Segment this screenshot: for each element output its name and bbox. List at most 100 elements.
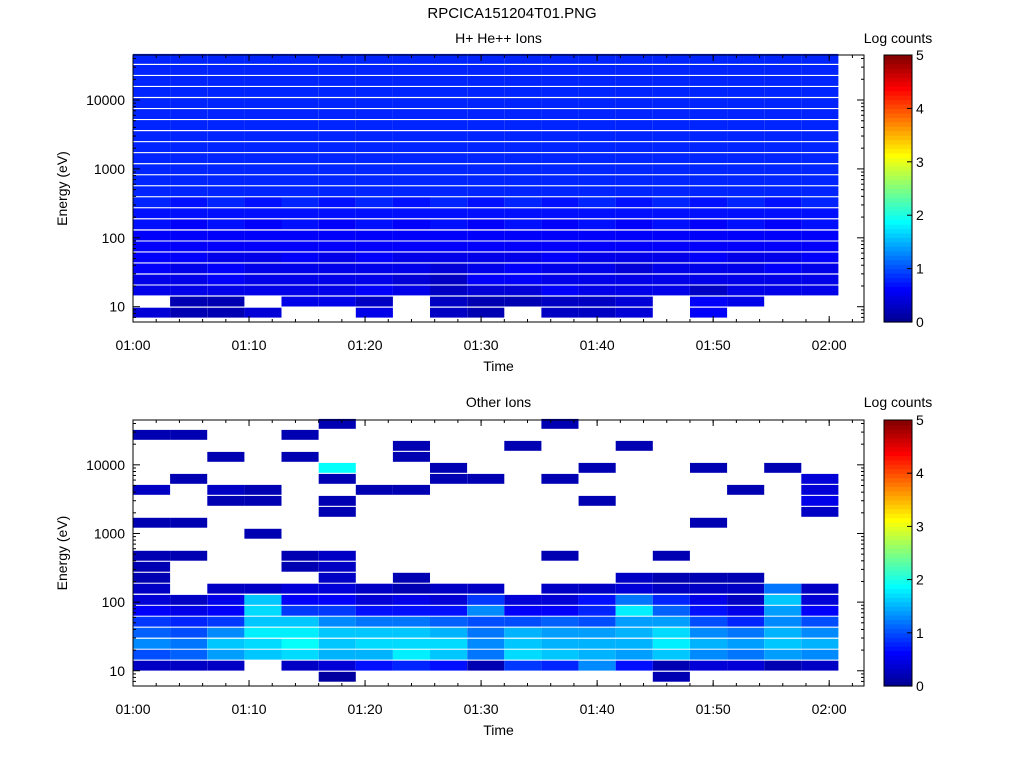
y-tick-label: 1000 — [94, 161, 125, 177]
heatmap-cell — [801, 649, 839, 660]
heatmap-cell — [207, 638, 245, 649]
colorbar-segment — [884, 619, 912, 625]
heatmap-cell — [467, 120, 505, 130]
heatmap-cell — [207, 241, 245, 252]
heatmap-cell — [133, 219, 171, 230]
heatmap-cell — [541, 53, 579, 64]
colorbar-segment — [884, 539, 912, 545]
heatmap-cell — [467, 109, 505, 119]
heatmap-cell — [392, 484, 430, 495]
colorbar-segment — [884, 446, 912, 452]
heatmap-cell — [690, 517, 728, 528]
heatmap-cell — [541, 594, 579, 605]
heatmap-cell — [207, 219, 245, 230]
heatmap-cell — [170, 429, 208, 440]
heatmap-cell — [764, 230, 802, 241]
colorbar-segment — [884, 477, 912, 483]
heatmap-cell — [764, 583, 802, 594]
colorbar-segment — [884, 641, 912, 647]
colorbar-segment — [884, 606, 912, 612]
heatmap-cell — [207, 65, 245, 75]
heatmap-cell — [430, 87, 468, 97]
heatmap-cell — [541, 87, 579, 97]
heatmap-cell — [318, 98, 356, 108]
colorbar-segment — [884, 632, 912, 638]
heatmap-cell — [170, 285, 208, 296]
heatmap-cell — [244, 175, 282, 186]
heatmap-cell — [690, 241, 728, 252]
heatmap-cell — [467, 153, 505, 164]
heatmap-cell — [281, 274, 319, 285]
heatmap-cell — [615, 164, 653, 175]
heatmap-cell — [541, 274, 579, 285]
heatmap-cell — [392, 109, 430, 119]
colorbar-segment — [884, 544, 912, 550]
colorbar-tick-label: 0 — [916, 678, 924, 694]
colorbar-segment — [884, 659, 912, 665]
heatmap-cell — [355, 594, 393, 605]
colorbar-segment — [884, 63, 912, 69]
heatmap-cell — [578, 495, 616, 506]
heatmap-cell — [430, 660, 468, 671]
colorbar-segment — [884, 637, 912, 643]
heatmap-cell — [133, 429, 171, 440]
heatmap-cell — [244, 649, 282, 660]
heatmap-cell — [504, 263, 542, 274]
heatmap-cell — [504, 120, 542, 130]
heatmap-cell — [355, 230, 393, 241]
heatmap-cell — [541, 649, 579, 660]
colorbar-segment — [884, 553, 912, 559]
heatmap-cell — [355, 98, 393, 108]
heatmap-cell — [281, 594, 319, 605]
colorbar-segment — [884, 299, 912, 305]
colorbar-segment — [884, 188, 912, 194]
heatmap-cell — [467, 175, 505, 186]
heatmap-cell — [727, 605, 765, 616]
heatmap-cell — [690, 164, 728, 175]
heatmap-cell — [430, 285, 468, 296]
heatmap-cell — [690, 627, 728, 638]
heatmap-cell — [133, 649, 171, 660]
heatmap-cell — [318, 572, 356, 583]
heatmap-cell — [355, 296, 393, 307]
heatmap-cell — [207, 649, 245, 660]
colorbar-segment — [884, 90, 912, 96]
heatmap-cell — [244, 274, 282, 285]
heatmap-cell — [392, 638, 430, 649]
heatmap-cell — [504, 296, 542, 307]
colorbar-segment — [884, 86, 912, 92]
heatmap-cell — [764, 627, 802, 638]
heatmap-cell — [355, 274, 393, 285]
heatmap-cell — [430, 131, 468, 142]
heatmap-cell — [615, 230, 653, 241]
heatmap-cell — [690, 142, 728, 153]
y-tick-label: 10000 — [86, 92, 125, 108]
heatmap-cell — [541, 186, 579, 197]
heatmap-cell — [541, 219, 579, 230]
heatmap-cell — [801, 241, 839, 252]
heatmap-cell — [690, 197, 728, 208]
heatmap-cell — [578, 87, 616, 97]
heatmap-cell — [504, 153, 542, 164]
heatmap-cell — [578, 120, 616, 130]
heatmap-cell — [652, 605, 690, 616]
heatmap-cell — [207, 274, 245, 285]
heatmap-cell — [318, 153, 356, 164]
heatmap-cell — [430, 98, 468, 108]
heatmap-cell — [467, 98, 505, 108]
heatmap-cell — [467, 252, 505, 263]
heatmap-cell — [467, 219, 505, 230]
heatmap-cell — [244, 495, 282, 506]
heatmap-cell — [318, 550, 356, 561]
colorbar-segment — [884, 468, 912, 474]
heatmap-cell — [170, 142, 208, 153]
heatmap-cell — [467, 208, 505, 219]
heatmap-cell — [170, 263, 208, 274]
colorbar-segment — [884, 68, 912, 74]
heatmap-cell — [764, 153, 802, 164]
heatmap-cell — [244, 87, 282, 97]
heatmap-cell — [170, 164, 208, 175]
colorbar-segment — [884, 557, 912, 563]
heatmap-cell — [207, 252, 245, 263]
heatmap-cell — [727, 285, 765, 296]
